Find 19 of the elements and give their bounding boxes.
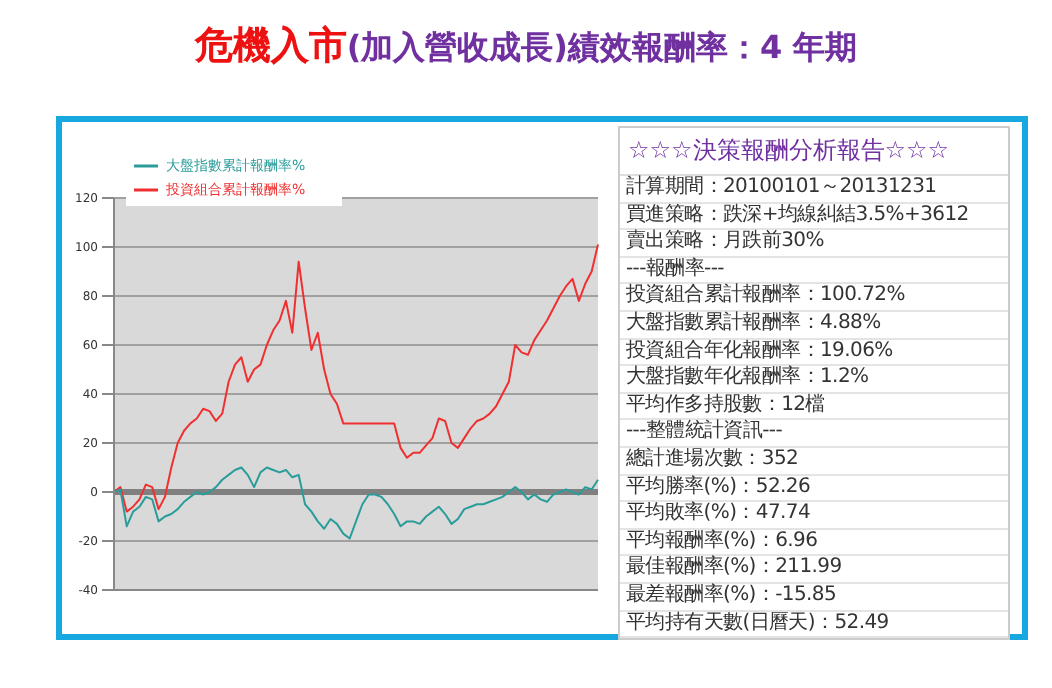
text: ☆☆☆決策報酬分析報告☆☆☆ xyxy=(620,128,1008,176)
chart-title: 危機入市(加入營收成長)績效報酬率：4 年期 xyxy=(194,24,858,68)
text: 大盤指數累計報酬率：4.88% xyxy=(620,311,1008,340)
text: 平均作多持股數：12檔 xyxy=(620,393,1008,421)
text: 總計進場次數：352 xyxy=(620,447,1008,476)
text: 計算期間：20100101～20131231 xyxy=(620,176,1008,204)
text: 投資組合累計報酬率：100.72% xyxy=(620,284,1008,312)
text: ---報酬率--- xyxy=(620,257,1008,285)
text: 最差報酬率(%)：-15.85 xyxy=(620,583,1008,611)
text: 平均敗率(%)：47.74 xyxy=(620,502,1008,530)
text: 最佳報酬率(%)：211.99 xyxy=(620,556,1008,584)
text: 大盤指數年化報酬率：1.2% xyxy=(620,366,1008,394)
text: 平均勝率(%)：52.26 xyxy=(620,475,1008,503)
text: ---整體統計資訊--- xyxy=(620,420,1008,448)
text: 平均報酬率(%)：6.96 xyxy=(620,529,1008,557)
text: 投資組合年化報酬率：19.06% xyxy=(620,339,1008,367)
text: 賣出策略：月跌前30% xyxy=(620,230,1008,258)
text: 平均持有天數(日曆天)：52.49 xyxy=(620,611,1008,639)
text: 買進策略：跌深+均線糾結3.5%+3612 xyxy=(620,203,1008,231)
